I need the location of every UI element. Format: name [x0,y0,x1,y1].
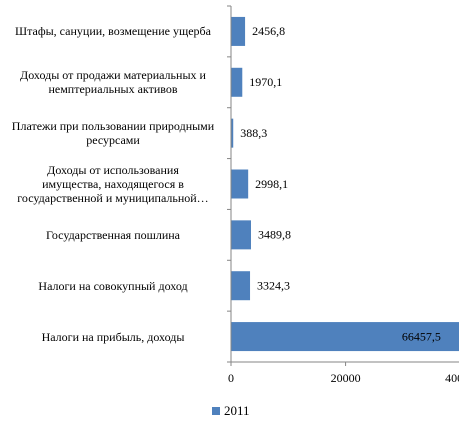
category-label-line: Доходы от использования [47,163,179,177]
legend: 2011 [212,403,250,419]
x-tick-label: 40000 [445,371,459,385]
category-label-line: имущества, находящегося в [42,177,184,191]
category-label-line: Налоги на прибыль, доходы [41,329,185,344]
category-label-1: Налоги на совокупный доход [0,279,226,293]
bar-3 [231,169,249,199]
x-tick-label: 0 [228,371,234,385]
category-label-line: Государственная пошлина [45,227,181,242]
category-label-line: ресурсами [86,133,140,148]
category-label-line: немптериальных активов [48,82,178,97]
legend-label: 2011 [224,403,250,418]
data-label-5: 1970,1 [249,75,282,89]
category-label-4: Платежи при пользовании природными ресурс… [0,119,226,147]
category-label-0: Налоги на прибыль, доходы [0,330,226,344]
data-label-1: 3324,3 [257,278,290,292]
data-label-2: 3489,8 [258,228,291,242]
bar-0 [231,322,459,352]
data-label-4: 388,3 [240,126,267,140]
data-label-0: 66457,5 [402,329,441,343]
category-label-line: Штафы, сануции, возмещение ущерба [15,24,211,39]
data-label-3: 2998,1 [255,177,288,191]
bar-5 [231,67,243,97]
category-label-6: Штафы, сануции, возмещение ущерба [0,24,226,38]
category-label-line: Налоги на совокупный доход [38,278,188,293]
x-tick-label: 20000 [331,371,361,385]
x-axis: 0200004000060000 [227,5,459,385]
category-label-line: государственной и муниципальной… [17,191,209,205]
category-label-3: Доходы от использования имущества, находя… [0,163,226,205]
bar-4 [231,118,234,148]
category-label-line: Доходы от продажи материальных и [20,68,206,83]
bars-group: 66457,5 3324,3 3489,8 2998,1 388,3 1970,1 2456… [231,16,459,352]
data-label-6: 2456,8 [252,24,285,38]
bar-2 [231,220,251,250]
bar-6 [231,16,246,46]
category-label-2: Государственная пошлина [0,228,226,242]
legend-swatch [212,407,220,415]
category-label-line: Платежи при пользовании природными [11,119,215,134]
bar-1 [231,271,251,301]
category-label-5: Доходы от продажи материальных и немптери… [0,68,226,96]
